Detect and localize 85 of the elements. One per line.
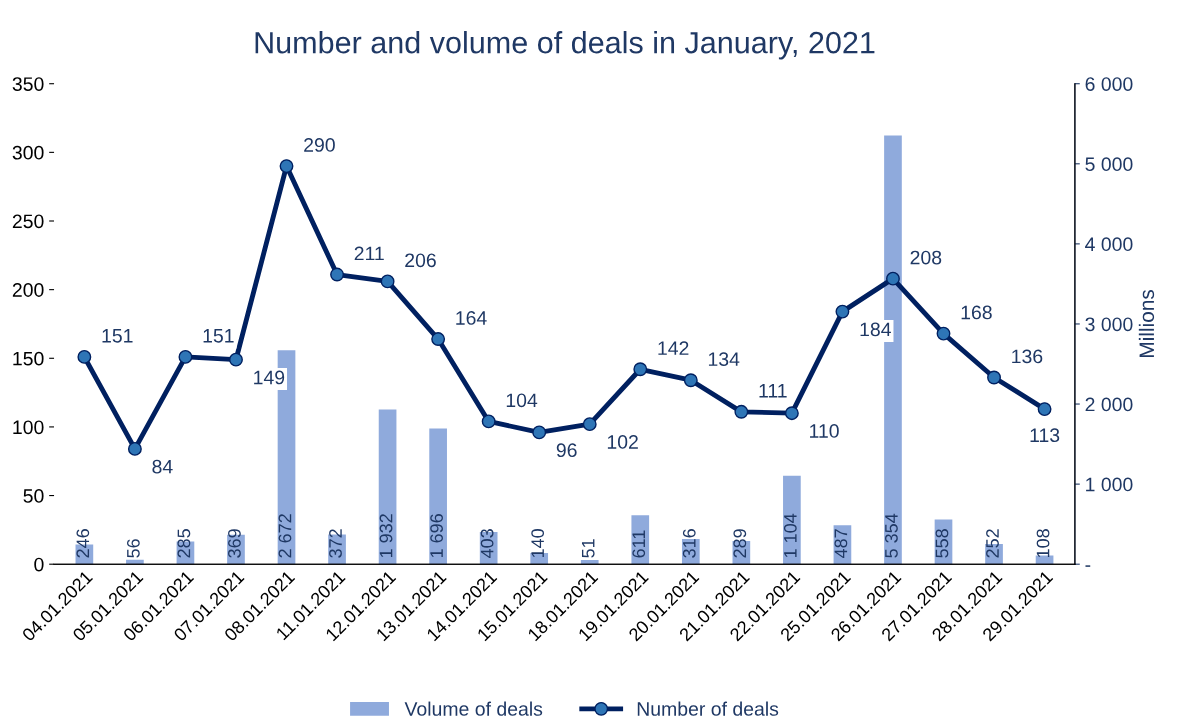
data-label: 558 (935, 529, 949, 558)
point (734, 404, 749, 419)
data-label: 51 (581, 539, 595, 558)
point (784, 406, 799, 421)
data-label: 149 (254, 370, 285, 385)
data-label: 168 (961, 305, 992, 320)
chart-title: Number and volume of deals in January, 2021 (255, 31, 875, 60)
bar (378, 409, 397, 565)
data-label: 246 (76, 529, 90, 558)
y-tick-label: 0 (34, 557, 44, 572)
point (987, 370, 1001, 385)
y-tick-label: 250 (12, 214, 44, 229)
data-label: 2 672 (278, 514, 292, 558)
data-label: 611 (632, 530, 646, 558)
bar (631, 515, 650, 565)
y2-axis-title: Millions (1138, 289, 1155, 357)
y2-tick-label: 6 000 (1085, 77, 1133, 91)
data-label: 111 (759, 384, 787, 398)
data-label: 5 354 (885, 513, 898, 558)
point (683, 373, 698, 388)
data-label: 372 (329, 529, 342, 558)
data-label: 211 (354, 246, 384, 261)
y-tick-label: 300 (12, 145, 44, 160)
point (229, 352, 243, 367)
point (633, 362, 648, 377)
data-label: 208 (910, 250, 942, 265)
data-label: 151 (203, 329, 234, 343)
point (835, 304, 850, 319)
data-label: 102 (607, 435, 638, 449)
y-tick-label: 50 (23, 489, 44, 503)
data-label: 290 (304, 138, 335, 152)
data-label: 1 696 (430, 514, 443, 558)
point (1037, 402, 1052, 417)
point (127, 441, 142, 456)
bar (580, 560, 599, 565)
y-tick-label: 350 (12, 77, 44, 91)
point (178, 349, 193, 364)
data-label: 56 (126, 539, 140, 558)
data-label: 252 (986, 529, 999, 558)
data-label: 136 (1012, 349, 1043, 364)
data-label: 1 104 (783, 513, 797, 558)
data-label: 104 (506, 393, 538, 408)
data-label: 113 (1030, 428, 1060, 443)
point (380, 274, 395, 289)
data-label: 1 932 (379, 514, 393, 558)
data-label: 84 (152, 459, 173, 474)
data-label: 164 (456, 311, 487, 325)
y2-tick-label: 2 000 (1085, 397, 1133, 412)
y-tick-label: 200 (12, 283, 44, 297)
y2-tick-label: 4 000 (1085, 237, 1133, 252)
point (77, 349, 92, 364)
data-label: 487 (834, 529, 848, 559)
point (330, 267, 344, 282)
y2-tick-label: - (1085, 565, 1091, 567)
point (582, 417, 597, 432)
point (279, 159, 294, 174)
data-label: 134 (708, 352, 740, 367)
bar (783, 475, 801, 565)
point (431, 332, 446, 347)
legend-label: Volume of deals (404, 701, 543, 716)
data-label: 142 (658, 341, 689, 355)
data-label: 206 (405, 253, 436, 268)
data-label: 110 (810, 424, 839, 438)
point (936, 326, 951, 341)
data-label: 184 (860, 322, 891, 337)
data-label: 316 (682, 529, 696, 558)
point (886, 271, 900, 286)
data-label: 369 (228, 529, 241, 558)
data-label: 289 (733, 529, 747, 558)
y2-tick-label: 1 000 (1086, 477, 1133, 492)
y-tick-label: 100 (13, 420, 44, 435)
bar (126, 559, 144, 565)
data-label: 108 (1036, 529, 1050, 558)
point (481, 414, 496, 429)
data-label: 403 (480, 529, 494, 559)
data-label: 151 (102, 329, 133, 343)
data-label: 140 (531, 529, 545, 558)
legend-label: Number of deals (637, 701, 779, 716)
y-tick-label: 150 (13, 351, 44, 366)
bar (429, 428, 447, 565)
data-label: 96 (556, 443, 577, 458)
data-label: 285 (177, 529, 191, 558)
y2-tick-label: 3 000 (1085, 317, 1133, 332)
y2-tick-label: 5 000 (1085, 157, 1133, 172)
point (532, 425, 547, 440)
